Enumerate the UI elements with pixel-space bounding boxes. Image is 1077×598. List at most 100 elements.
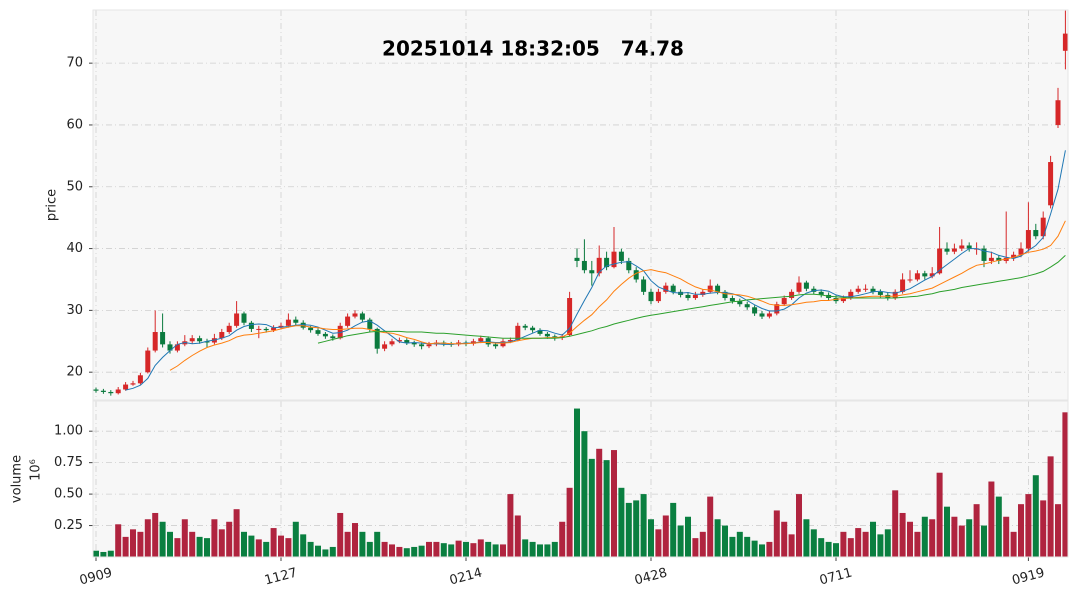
candle-body: [322, 333, 328, 337]
volume-bar: [714, 519, 721, 557]
candle-body: [337, 325, 343, 339]
volume-bar: [359, 531, 366, 557]
volume-bar: [278, 535, 284, 557]
candle-body: [359, 313, 365, 320]
candle-body: [907, 279, 913, 281]
moving-average-line: [125, 150, 1066, 391]
volume-bar: [699, 531, 706, 557]
candle-body: [389, 341, 395, 345]
volume-bar: [477, 539, 484, 557]
volume-bar: [322, 549, 329, 557]
volume-bar: [1055, 504, 1061, 557]
volume-bar: [352, 523, 358, 557]
candle-body: [537, 330, 543, 334]
volume-bar: [196, 536, 203, 557]
candle-body: [944, 248, 950, 252]
volume-bar: [707, 496, 714, 557]
volume-bar: [448, 544, 455, 557]
candle-body: [626, 260, 632, 271]
candle-body: [951, 248, 957, 252]
volume-bar: [292, 521, 299, 557]
volume-bar: [507, 494, 514, 557]
volume-bar: [995, 496, 1002, 557]
candle-body: [500, 341, 506, 347]
candle-body: [870, 288, 876, 292]
volume-bar: [921, 516, 928, 557]
candle-body: [729, 298, 735, 302]
volume-bar: [862, 531, 869, 557]
volume-bar: [892, 490, 899, 557]
volume-bar: [588, 458, 595, 557]
candle-body: [174, 344, 180, 351]
volume-bar: [692, 538, 699, 557]
candle-body: [404, 340, 410, 343]
x-tick-label: 0909: [78, 565, 114, 588]
volume-bar: [411, 546, 418, 557]
volume-bar: [625, 502, 632, 557]
candle-body: [567, 298, 573, 336]
candle-body: [300, 322, 306, 328]
candle-body: [789, 291, 795, 299]
candle-body: [345, 316, 351, 326]
candle-body: [1040, 217, 1046, 237]
candle-body: [167, 344, 173, 351]
candle-body: [115, 389, 121, 394]
candle-body: [367, 319, 373, 329]
volume-bar: [907, 521, 913, 557]
candle-body: [596, 257, 602, 274]
candle-body: [530, 327, 536, 331]
candle-body: [1018, 248, 1024, 255]
y-tick-label: 1.00: [54, 424, 83, 439]
volume-bar: [248, 535, 255, 557]
candle-body: [863, 288, 869, 290]
volume-bar: [174, 538, 181, 557]
candle-body: [670, 285, 676, 292]
volume-bar: [914, 531, 921, 557]
volume-bar: [825, 541, 832, 557]
moving-average-line: [169, 220, 1066, 371]
candle-body: [752, 307, 758, 314]
volume-bar: [263, 541, 270, 557]
volume-bar: [840, 531, 847, 557]
volume-bar: [722, 525, 728, 557]
candle-body: [256, 328, 262, 330]
candle-body: [744, 304, 750, 308]
candle-body: [914, 273, 920, 280]
volume-bar: [522, 539, 529, 557]
volume-bar: [396, 546, 403, 557]
volume-bar: [618, 487, 625, 557]
price-panel: [93, 10, 1068, 400]
y-tick-label: 20: [66, 365, 83, 380]
candle-body: [493, 344, 499, 347]
candle-body: [641, 279, 647, 292]
y-axis-label: price: [45, 189, 60, 221]
x-tick-label: 0428: [633, 565, 669, 588]
candle-body: [189, 338, 195, 342]
candle-body: [1048, 162, 1054, 206]
candle-body: [263, 328, 269, 331]
volume-bar: [100, 551, 107, 557]
volume-bar: [337, 512, 344, 557]
volume-bar: [181, 519, 188, 557]
candle-body: [411, 342, 417, 345]
volume-bar: [93, 550, 99, 557]
candle-body: [226, 325, 232, 333]
candle-body: [715, 285, 721, 292]
candle-body: [959, 245, 965, 249]
volume-bar: [270, 528, 277, 557]
y-tick-label: 70: [66, 56, 83, 71]
volume-bar: [574, 408, 580, 557]
candle-body: [1033, 230, 1039, 237]
volume-bar: [226, 521, 233, 557]
volume-bar: [433, 541, 440, 557]
volume-bar: [751, 540, 758, 557]
candle-body: [966, 245, 972, 249]
candle-body: [648, 291, 654, 302]
candle-body: [123, 384, 129, 390]
volume-bar: [241, 531, 247, 557]
x-tick-label: 0214: [448, 565, 484, 588]
volume-bar: [115, 524, 122, 557]
volume-frame: [92, 400, 1069, 558]
y-tick-label: 50: [66, 179, 83, 194]
